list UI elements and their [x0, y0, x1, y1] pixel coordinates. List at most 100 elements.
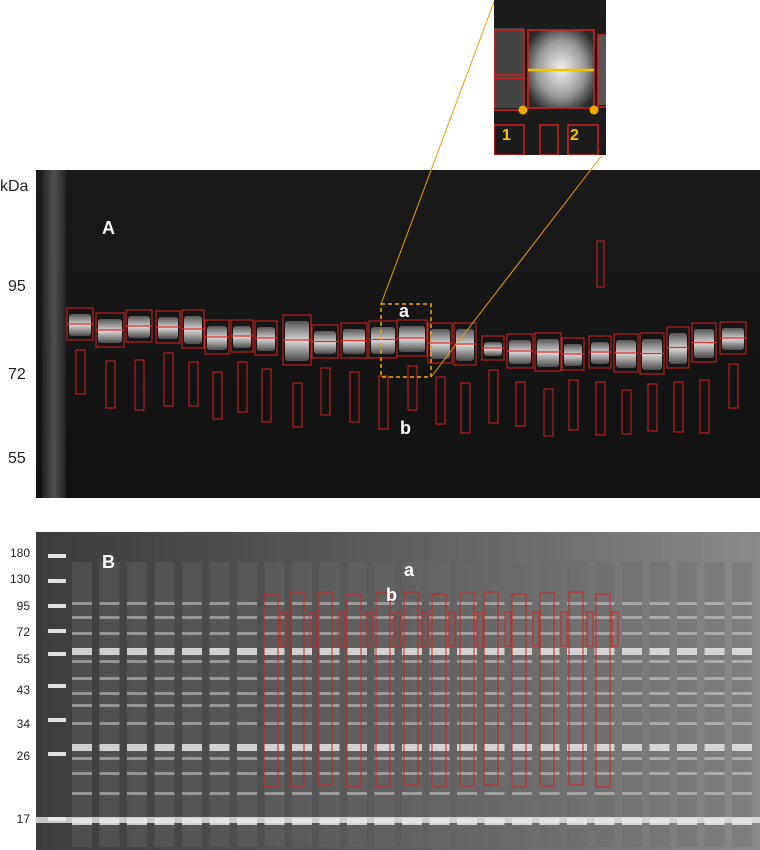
lane-b-2 [99, 562, 120, 847]
band-b-4-10 [154, 744, 175, 751]
band-b-23-4 [677, 648, 697, 655]
band-b-3-13 [127, 792, 147, 795]
band-b-3-9 [127, 722, 147, 725]
band-b-1-10 [72, 744, 92, 751]
small-box-b-5 [393, 611, 401, 647]
band-b-5-3 [182, 632, 202, 635]
band-b-16-5 [484, 660, 505, 663]
band-b-15-13 [457, 792, 477, 795]
band-a-21 [616, 340, 636, 368]
lane-b-22 [649, 562, 670, 847]
band-b-15-12 [457, 772, 477, 775]
band-b-3-4 [127, 648, 147, 655]
band-b-9-4 [292, 648, 312, 655]
inset-box-right [597, 34, 606, 108]
band-b-8-7 [264, 692, 285, 695]
lane-b-14 [429, 562, 450, 847]
band-a-12 [371, 327, 395, 354]
band-b-22-7 [649, 692, 670, 695]
band-b-23-11 [677, 757, 697, 760]
band-b-16-3 [484, 632, 505, 635]
band-b-15-11 [457, 757, 477, 760]
tall-box-b-3 [317, 591, 333, 786]
band-b-15-3 [457, 632, 477, 635]
ladder-b-5 [48, 652, 66, 656]
band-b-17-8 [512, 704, 532, 707]
band-b-11-1 [347, 602, 367, 605]
small-box-b-6 [421, 611, 429, 647]
band-b-6-4 [209, 648, 230, 655]
band-b-13-7 [402, 692, 422, 695]
band-b-21-10 [622, 744, 642, 751]
band-b-19-13 [567, 792, 587, 795]
band-b-3-1 [127, 602, 147, 605]
band-b-9-5 [292, 660, 312, 663]
bg-box-a-2 [105, 360, 116, 409]
band-b-3-2 [127, 616, 147, 619]
band-b-7-7 [237, 692, 257, 695]
band-b-9-7 [292, 692, 312, 695]
band-b-20-7 [594, 692, 615, 695]
band-b-10-7 [319, 692, 340, 695]
band-b-12-1 [374, 602, 395, 605]
band-b-13-11 [402, 757, 422, 760]
band-b-4-8 [154, 704, 175, 707]
band-b-4-7 [154, 692, 175, 695]
band-b-24-8 [704, 704, 725, 707]
bg-box-a-14 [435, 376, 446, 425]
band-b-18-5 [539, 660, 560, 663]
band-b-14-4 [429, 648, 450, 655]
band-b-25-10 [732, 744, 752, 751]
band-b-18-7 [539, 692, 560, 695]
lane-b-13 [402, 562, 422, 847]
band-b-1-2 [72, 616, 92, 619]
band-b-13-13 [402, 792, 422, 795]
band-b-9-6 [292, 677, 312, 680]
band-b-15-9 [457, 722, 477, 725]
isolated-box [596, 240, 605, 288]
band-b-13-1 [402, 602, 422, 605]
band-b-17-11 [512, 757, 532, 760]
tall-box-b-4 [346, 593, 362, 788]
band-b-2-4 [99, 648, 120, 655]
bg-box-a-18 [543, 388, 554, 437]
band-a-18 [537, 339, 559, 367]
band-a-22 [642, 339, 662, 370]
band-a-8 [257, 327, 275, 351]
band-b-18-8 [539, 704, 560, 707]
band-b-18-9 [539, 722, 560, 725]
band-b-23-7 [677, 692, 697, 695]
band-b-8-12 [264, 772, 285, 775]
band-b-25-11 [732, 757, 752, 760]
band-b-14-12 [429, 772, 450, 775]
band-b-22-1 [649, 602, 670, 605]
band-b-18-6 [539, 677, 560, 680]
band-b-1-8 [72, 704, 92, 707]
band-b-12-8 [374, 704, 395, 707]
bg-box-a-12 [378, 375, 389, 430]
band-group-b [36, 554, 760, 825]
kda-label: kDa [0, 178, 29, 195]
band-b-8-9 [264, 722, 285, 725]
gel-a-graphic [42, 170, 747, 498]
inset-bg-box-mid [539, 124, 559, 155]
band-b-5-2 [182, 616, 202, 619]
band-b-14-2 [429, 616, 450, 619]
band-b-21-4 [622, 648, 642, 655]
band-b-17-7 [512, 692, 532, 695]
band-b-15-4 [457, 648, 477, 655]
band-b-13-3 [402, 632, 422, 635]
band-b-12-11 [374, 757, 395, 760]
band-b-4-4 [154, 648, 175, 655]
band-b-5-13 [182, 792, 202, 795]
band-b-21-7 [622, 692, 642, 695]
inset-bg-box-2 [567, 124, 599, 155]
band-b-22-13 [649, 792, 670, 795]
band-b-13-6 [402, 677, 422, 680]
tall-box-b-11 [539, 592, 555, 787]
marker-b-a-label: a [404, 560, 415, 580]
inset-dot-2 [589, 105, 599, 115]
band-b-1-13 [72, 792, 92, 795]
band-b-6-8 [209, 704, 230, 707]
lane-b-11 [347, 562, 367, 847]
